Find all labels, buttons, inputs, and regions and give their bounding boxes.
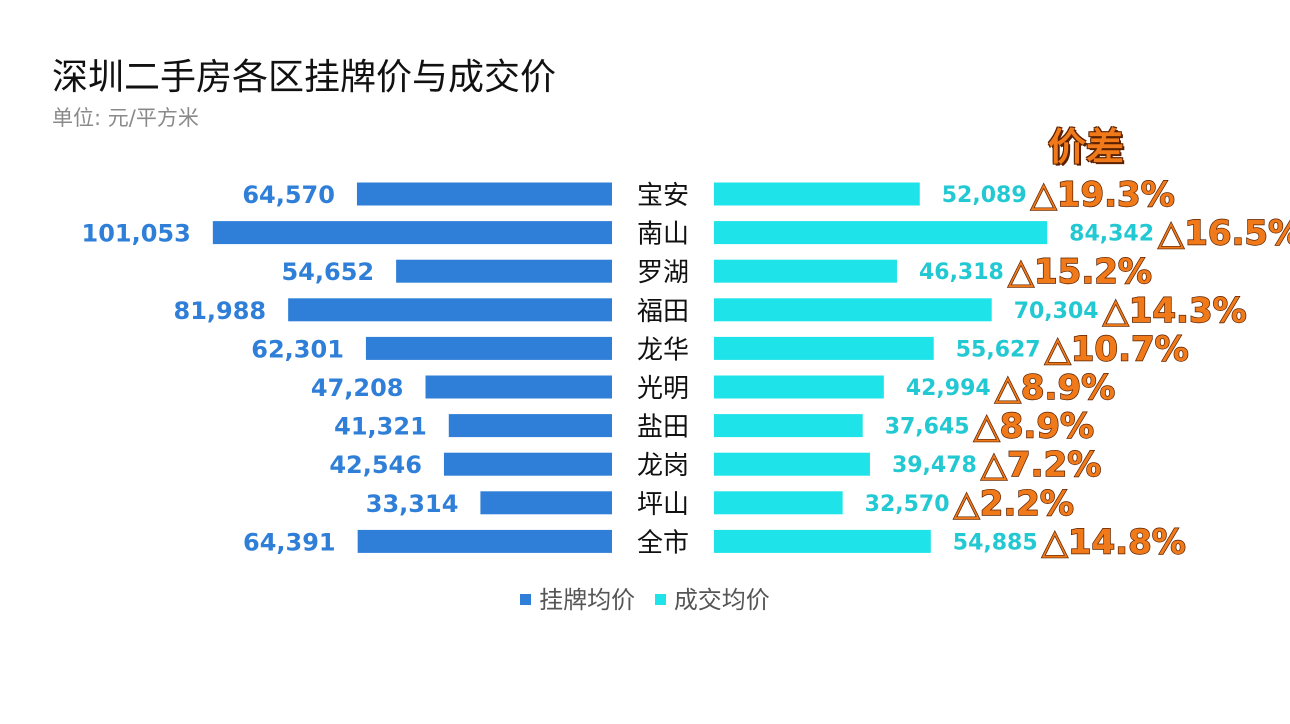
legend-label-listing: 挂牌均价: [539, 586, 636, 614]
price-difference-label-5: △8.9%: [995, 368, 1115, 408]
deal-bar-3: [714, 298, 992, 322]
deal-value-label-8: 32,570: [865, 492, 950, 517]
listing-value-label-2: 54,652: [281, 258, 374, 286]
price-difference-label-7: △7.2%: [981, 445, 1101, 485]
listing-bar-2: [396, 259, 612, 283]
deal-bar-4: [714, 336, 934, 360]
district-label-8: 坪山: [637, 490, 689, 520]
deal-value-label-3: 70,304: [1014, 299, 1099, 324]
deal-value-label-5: 42,994: [906, 376, 991, 401]
price-difference-label-1: △16.5%: [1158, 214, 1290, 254]
listing-bar-6: [448, 414, 612, 438]
price-difference-header: 价差: [1048, 125, 1125, 169]
chart-title: 深圳二手房各区挂牌价与成交价: [52, 57, 557, 98]
deal-bar-2: [714, 259, 897, 283]
deal-bar-7: [714, 452, 870, 476]
price-difference-label-6: △8.9%: [974, 407, 1094, 447]
district-label-7: 龙岗: [637, 451, 689, 481]
listing-value-label-0: 64,570: [242, 181, 335, 209]
deal-bar-5: [714, 375, 884, 399]
chart-legend: 挂牌均价 成交均价: [0, 580, 1290, 615]
listing-value-label-5: 47,208: [311, 374, 404, 402]
district-label-5: 光明: [637, 374, 689, 404]
deal-value-label-1: 84,342: [1069, 222, 1154, 247]
district-label-0: 宝安: [637, 181, 689, 211]
price-difference-label-2: △15.2%: [1008, 252, 1152, 292]
listing-bar-5: [425, 375, 612, 399]
legend-swatch-deal: [654, 593, 666, 605]
legend-item-deal[interactable]: 成交均价: [654, 580, 770, 615]
deal-value-label-2: 46,318: [919, 260, 1004, 285]
legend-swatch-listing: [520, 593, 532, 605]
price-difference-label-9: △14.8%: [1042, 522, 1186, 562]
listing-value-label-4: 62,301: [251, 335, 344, 363]
listing-bar-4: [365, 336, 612, 360]
listing-bar-7: [443, 452, 612, 476]
district-label-9: 全市: [637, 528, 689, 558]
price-difference-label-0: △19.3%: [1031, 175, 1175, 215]
deal-value-label-0: 52,089: [942, 183, 1027, 208]
deal-value-label-6: 37,645: [885, 415, 970, 440]
listing-bar-8: [480, 491, 612, 515]
district-label-3: 福田: [637, 297, 689, 327]
legend-item-listing[interactable]: 挂牌均价: [520, 580, 635, 615]
listing-value-label-8: 33,314: [366, 490, 459, 518]
deal-bar-8: [714, 491, 843, 515]
deal-bar-6: [714, 414, 863, 438]
listing-bar-0: [356, 182, 612, 206]
price-difference-label-8: △2.2%: [954, 484, 1074, 524]
district-label-1: 南山: [637, 220, 689, 250]
deal-bar-0: [714, 182, 920, 206]
deal-bar-9: [714, 529, 931, 553]
listing-value-label-3: 81,988: [174, 297, 267, 325]
listing-value-label-7: 42,546: [329, 451, 422, 479]
price-difference-label-3: △14.3%: [1103, 291, 1247, 331]
listing-value-label-1: 101,053: [82, 220, 191, 248]
listing-value-label-6: 41,321: [334, 413, 427, 441]
listing-bar-3: [288, 298, 612, 322]
deal-value-label-9: 54,885: [953, 530, 1038, 555]
listing-bar-1: [212, 221, 613, 245]
district-label-2: 罗湖: [637, 258, 689, 288]
legend-label-deal: 成交均价: [673, 586, 770, 614]
listing-value-label-9: 64,391: [243, 528, 336, 556]
district-label-6: 盐田: [637, 413, 689, 443]
deal-value-label-4: 55,627: [956, 337, 1041, 362]
district-label-4: 龙华: [637, 335, 689, 365]
deal-bar-1: [714, 221, 1048, 245]
price-difference-label-4: △10.7%: [1045, 329, 1189, 369]
deal-value-label-7: 39,478: [892, 453, 977, 478]
listing-bar-9: [357, 529, 612, 553]
chart-subtitle: 单位: 元/平方米: [52, 106, 199, 130]
